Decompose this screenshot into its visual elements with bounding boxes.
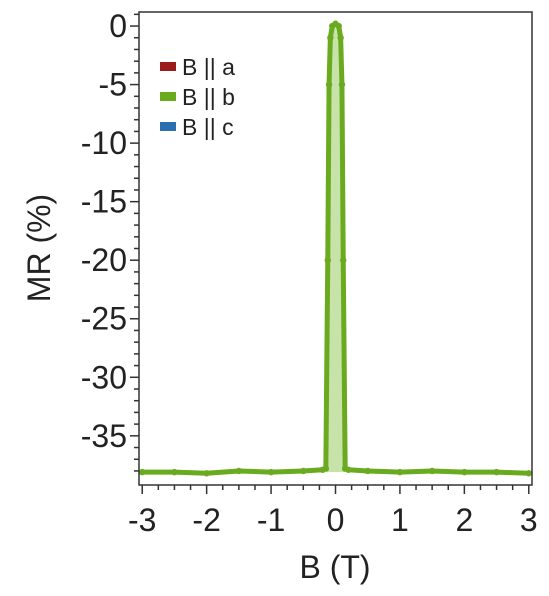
y-tick-label: -5 xyxy=(99,67,127,103)
y-tick-label: -20 xyxy=(81,242,127,278)
legend-swatch xyxy=(160,122,176,131)
x-tick-label: -2 xyxy=(192,502,220,538)
y-tick-label: -10 xyxy=(81,125,127,161)
series-0-point xyxy=(324,257,331,264)
legend-swatch xyxy=(160,62,176,71)
series-0-point xyxy=(335,22,342,30)
series-0-point xyxy=(345,466,352,473)
series-0-point xyxy=(139,468,146,476)
legend-swatch xyxy=(160,92,176,101)
legend-label: B || b xyxy=(182,84,235,110)
series-0-point xyxy=(235,467,243,475)
series-0-point xyxy=(322,465,330,472)
series-0-point xyxy=(327,34,334,41)
series-0-point xyxy=(428,467,436,475)
legend-label: B || a xyxy=(182,54,235,80)
x-tick-label: 3 xyxy=(520,502,538,538)
series-0-point xyxy=(396,468,404,476)
y-tick-label: -25 xyxy=(81,301,127,337)
x-tick-label: 1 xyxy=(391,502,409,538)
x-tick-label: -1 xyxy=(257,502,285,538)
tick-layer: -3 -2 -1 0 1 2 30-5-10-15-20-25-30-35 xyxy=(81,8,538,538)
legend-label: B || c xyxy=(182,114,234,140)
series-0-point xyxy=(267,468,275,476)
legend: B || a B || b B || c xyxy=(160,54,235,140)
series-0-point xyxy=(325,81,333,88)
series-0-point xyxy=(203,470,210,477)
series-0-point xyxy=(525,470,532,477)
x-tick-label: 0 xyxy=(327,502,345,538)
series-0-point xyxy=(300,467,307,475)
y-axis-label: MR (%) xyxy=(21,194,57,302)
series-0-point xyxy=(340,257,347,264)
data-layer xyxy=(139,20,532,477)
x-axis-label: B (T) xyxy=(299,549,370,585)
y-tick-label: -15 xyxy=(81,184,127,220)
y-tick-label: 0 xyxy=(109,8,127,44)
y-tick-label: -35 xyxy=(81,418,127,454)
x-tick-label: 2 xyxy=(455,502,473,538)
series-0-point xyxy=(364,467,371,475)
x-tick-label: -3 xyxy=(128,502,156,538)
series-0-point xyxy=(461,468,468,476)
series-0-point xyxy=(171,468,178,476)
y-tick-label: -30 xyxy=(81,359,127,395)
series-0-point xyxy=(493,468,500,476)
series-0-point xyxy=(337,34,344,41)
series-0-point xyxy=(338,81,346,88)
